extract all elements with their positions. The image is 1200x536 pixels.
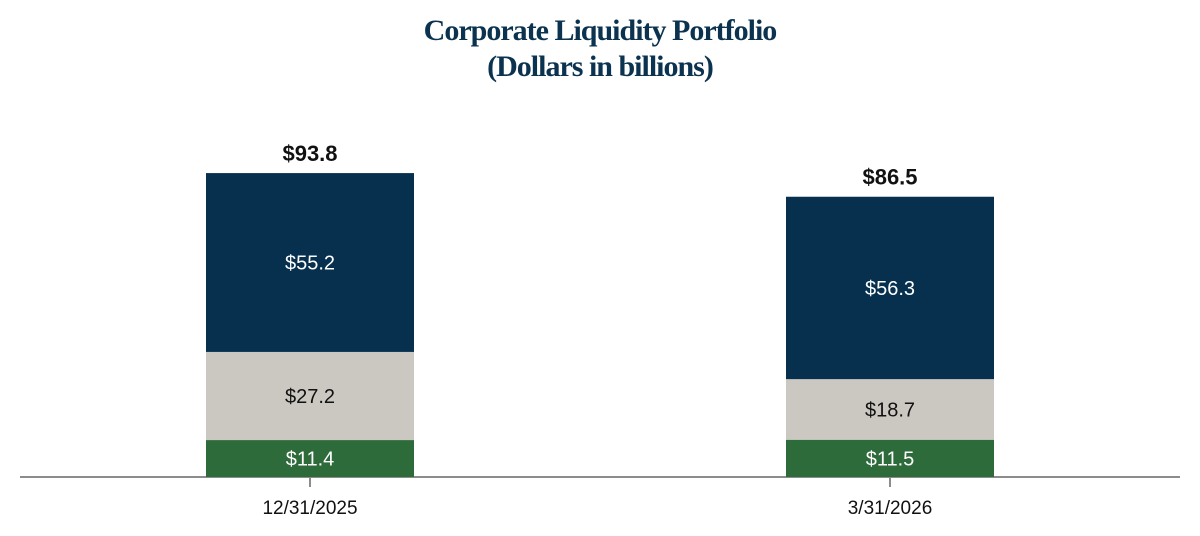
bar-segment [206,351,414,441]
bar-segment [206,173,414,352]
data-label: $11.4 [286,449,335,471]
data-label: $55.2 [285,253,335,275]
chart-title: Corporate Liquidity Portfolio [423,14,778,47]
bar-segment [786,379,994,440]
data-label: $18.7 [865,399,915,421]
bar-segment [206,440,414,477]
total-label: $93.8 [282,141,337,166]
x-tick-label: 3/31/2026 [848,498,933,519]
chart-subtitle: (Dollars in billions) [487,50,714,83]
data-label: $56.3 [865,278,915,300]
data-label: $11.5 [866,448,915,470]
data-label: $27.2 [285,386,335,408]
x-tick-label: 12/31/2025 [262,498,357,519]
bar-segment [786,439,994,477]
total-label: $86.5 [862,165,917,190]
bar-segment [786,196,994,380]
